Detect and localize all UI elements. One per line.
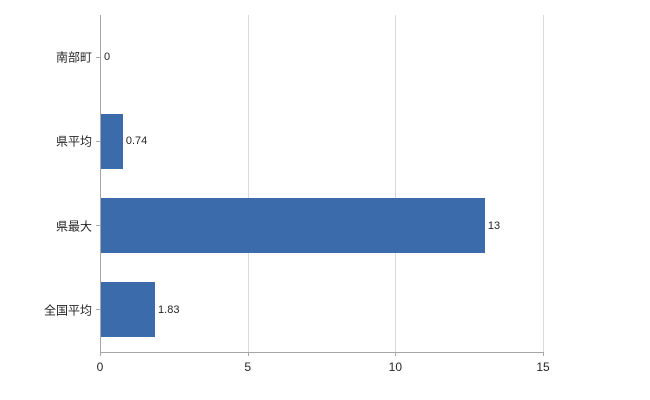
y-axis-tick <box>96 140 100 142</box>
x-axis-tick <box>100 352 101 356</box>
x-axis-tick <box>247 352 249 356</box>
y-axis-line <box>100 15 101 352</box>
x-axis-tick <box>543 352 544 356</box>
x-axis-tick <box>395 352 397 356</box>
gridline <box>247 15 249 352</box>
y-axis-tick <box>96 56 100 58</box>
gridline <box>543 15 544 352</box>
bar-県平均[interactable] <box>101 113 123 169</box>
category-label: 県平均 <box>55 134 92 149</box>
x-axis-tick-label: 5 <box>244 360 251 374</box>
category-label: 全国平均 <box>43 303 92 318</box>
value-label: 13 <box>487 219 501 232</box>
value-label: 0 <box>104 51 111 64</box>
gridline <box>395 15 397 352</box>
x-axis-line <box>100 352 544 353</box>
y-axis-tick <box>96 225 100 227</box>
x-axis-tick-label: 15 <box>536 360 550 374</box>
value-label: 0.74 <box>125 135 148 148</box>
bar-県最大[interactable] <box>101 198 485 254</box>
category-label: 県最大 <box>55 219 92 234</box>
bar-全国平均[interactable] <box>101 282 156 338</box>
value-label: 1.83 <box>158 303 180 316</box>
category-label: 南部町 <box>55 50 92 65</box>
x-axis-tick-label: 0 <box>96 360 104 374</box>
y-axis-tick <box>96 309 100 311</box>
x-axis-tick-label: 10 <box>388 360 402 374</box>
